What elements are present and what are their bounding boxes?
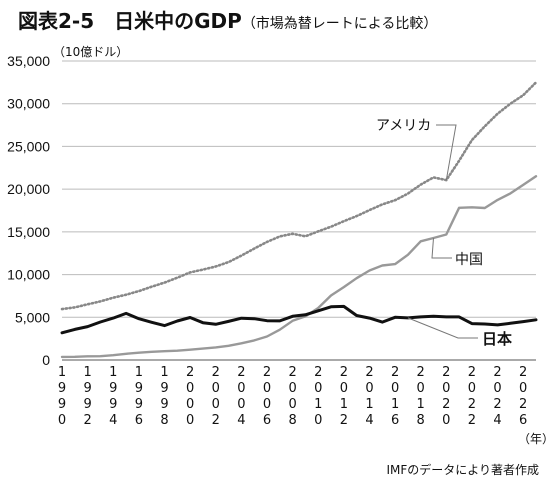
y-tick-label: 30,000 <box>7 96 50 112</box>
y-tick-label: 20,000 <box>7 181 50 197</box>
series-line-usa <box>60 81 538 311</box>
y-axis-unit-label: （10億ドル） <box>53 45 128 59</box>
annotation-leader-line <box>407 317 478 339</box>
y-tick-label: 15,000 <box>7 224 50 240</box>
y-tick-label: 0 <box>42 352 50 368</box>
gridlines <box>62 60 536 361</box>
series-line-china <box>60 175 538 359</box>
series-label-usa: アメリカ <box>376 118 431 134</box>
series-label-japan: 日本 <box>482 330 512 348</box>
y-axis-ticks: 0 5,000 10,000 15,000 20,000 25,000 30,000 35,0… <box>7 53 50 368</box>
source-note: IMFのデータにより著者作成 <box>386 462 539 477</box>
series-layer <box>60 81 538 359</box>
annotation-leader-line <box>431 237 452 259</box>
y-tick-label: 35,000 <box>7 53 50 69</box>
x-axis-unit-label: （年） <box>518 432 549 446</box>
chart-title: 図表2-5 日米中のGDP（市場為替レートによる比較） <box>18 9 437 33</box>
series-label-china: 中国 <box>455 252 483 268</box>
series-line-japan <box>60 304 538 335</box>
chart-title-sub: （市場為替レートによる比較） <box>242 15 438 32</box>
y-tick-label: 25,000 <box>7 138 50 154</box>
y-tick-label: 5,000 <box>15 309 50 325</box>
chart-title-main: 図表2-5 日米中のGDP <box>18 9 242 33</box>
annotation-leader-line <box>436 124 457 181</box>
x-axis-ticks: 1 9 9 0 1 9 9 2 1 9 9 4 1 9 9 6 1 9 9 8 2 0 0 0 2 0 0 2 2 0 0 4 2 0 0 6 2 0 0 8… <box>58 365 527 428</box>
y-tick-label: 10,000 <box>7 267 50 283</box>
